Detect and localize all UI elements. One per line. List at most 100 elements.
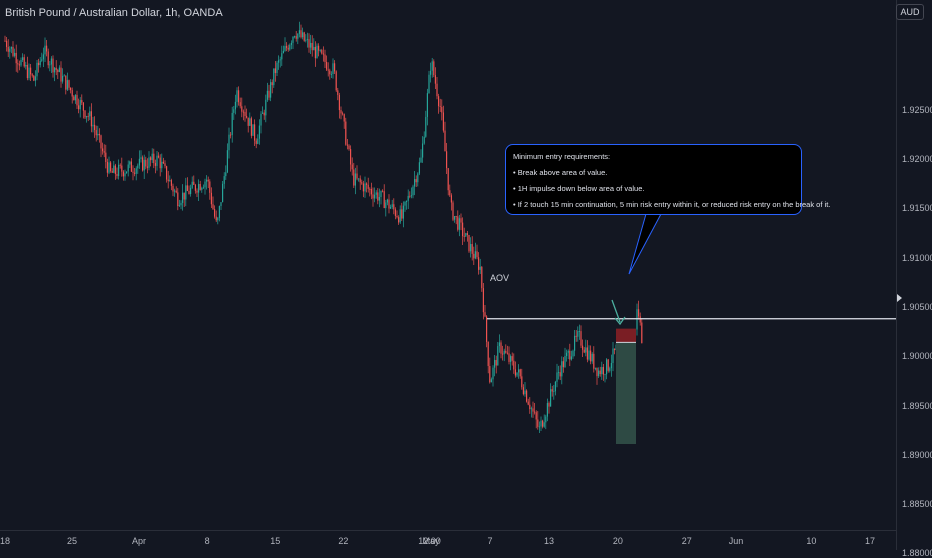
candle-body — [641, 322, 643, 344]
candle-body — [135, 168, 137, 174]
stop-loss-zone[interactable] — [616, 328, 636, 343]
candle-body — [314, 46, 316, 59]
candle-body — [161, 161, 163, 169]
candle-body — [166, 166, 168, 180]
candle-body — [244, 111, 246, 117]
candle-body — [142, 157, 144, 171]
candle-body — [353, 169, 355, 186]
candle-body — [177, 192, 179, 207]
candle-body — [273, 68, 275, 86]
candle-body — [289, 44, 291, 50]
candle-body — [431, 61, 433, 71]
candle-body — [561, 361, 563, 377]
candle-body — [457, 216, 459, 230]
price-axis[interactable] — [896, 0, 932, 550]
candle-body — [450, 195, 452, 203]
candle-body — [345, 121, 347, 145]
candle-body — [414, 179, 416, 187]
take-profit-zone[interactable] — [616, 342, 636, 444]
candle-body — [84, 110, 86, 118]
candle-body — [377, 192, 379, 201]
candle-body — [409, 195, 411, 197]
projection-arrow-icon — [611, 299, 626, 326]
chart-area[interactable] — [0, 0, 896, 530]
candle-body — [358, 178, 360, 180]
candle-body — [242, 111, 244, 113]
candle-body — [247, 117, 249, 126]
candle-body — [606, 359, 608, 375]
candle-body — [602, 367, 604, 375]
currency-button[interactable]: AUD — [896, 4, 924, 20]
candle-body — [36, 62, 38, 77]
candle-body — [546, 403, 548, 417]
candle-body — [183, 192, 185, 200]
candle-body — [118, 164, 120, 176]
candle-body — [206, 179, 208, 182]
candle-body — [287, 47, 289, 50]
candle-body — [110, 162, 112, 171]
candle-body — [108, 162, 110, 173]
candle-body — [20, 59, 22, 66]
price-tick-label: 1.90500 — [902, 301, 932, 312]
candle-body — [348, 145, 350, 150]
candle-body — [52, 58, 54, 73]
time-tick-label: May — [422, 536, 440, 546]
time-tick-label: Apr — [131, 536, 147, 546]
candle-body — [169, 180, 171, 182]
candle-body — [374, 194, 376, 199]
candle-body — [87, 116, 89, 117]
candle-body — [518, 369, 520, 373]
candle-body — [332, 63, 334, 75]
candle-body — [559, 372, 561, 377]
candle-body — [497, 346, 499, 366]
candle-body — [46, 45, 48, 52]
time-tick-label: 12:00 — [418, 536, 441, 546]
candle-body — [79, 100, 81, 110]
candle-body — [129, 161, 131, 165]
candle-body — [308, 39, 310, 48]
candle-body — [150, 157, 152, 161]
candle-body — [50, 58, 52, 65]
candle-body — [577, 331, 579, 337]
candle-body — [426, 93, 428, 117]
candle-body — [41, 59, 43, 61]
candle-body — [153, 153, 155, 164]
candle-body — [385, 202, 387, 209]
candle-body — [274, 68, 276, 73]
candle-body — [228, 134, 230, 151]
candle-body — [241, 106, 243, 112]
candle-body — [39, 60, 41, 66]
price-chart[interactable] — [0, 0, 896, 530]
candle-body — [180, 202, 182, 206]
candle-body — [490, 379, 492, 383]
candle-body — [311, 42, 313, 51]
candle-body — [553, 391, 555, 393]
candle-body — [582, 345, 584, 350]
candle-body — [330, 74, 332, 75]
candle-body — [514, 369, 516, 376]
time-axis[interactable] — [0, 530, 896, 551]
candle-body — [588, 350, 590, 360]
entry-requirements-callout[interactable]: Minimum entry requirements: • Break abov… — [505, 144, 830, 215]
candle-body — [26, 64, 28, 79]
candle-body — [196, 190, 198, 193]
candle-body — [65, 75, 67, 90]
price-tick-label: 1.92000 — [902, 154, 932, 165]
candle-body — [570, 356, 572, 360]
candle-body — [98, 133, 100, 136]
candle-body — [306, 39, 308, 40]
candle-body — [612, 348, 614, 363]
candle-body — [30, 67, 32, 75]
candle-body — [423, 136, 425, 144]
candle-body — [535, 412, 537, 420]
candle-body — [540, 420, 542, 427]
candle-body — [324, 54, 326, 62]
candle-body — [407, 195, 409, 201]
candles — [4, 21, 643, 433]
candle-body — [562, 361, 564, 368]
candle-body — [578, 331, 580, 332]
candle-body — [124, 173, 126, 177]
candle-body — [530, 408, 532, 410]
candle-body — [252, 124, 254, 136]
candle-body — [410, 195, 412, 197]
